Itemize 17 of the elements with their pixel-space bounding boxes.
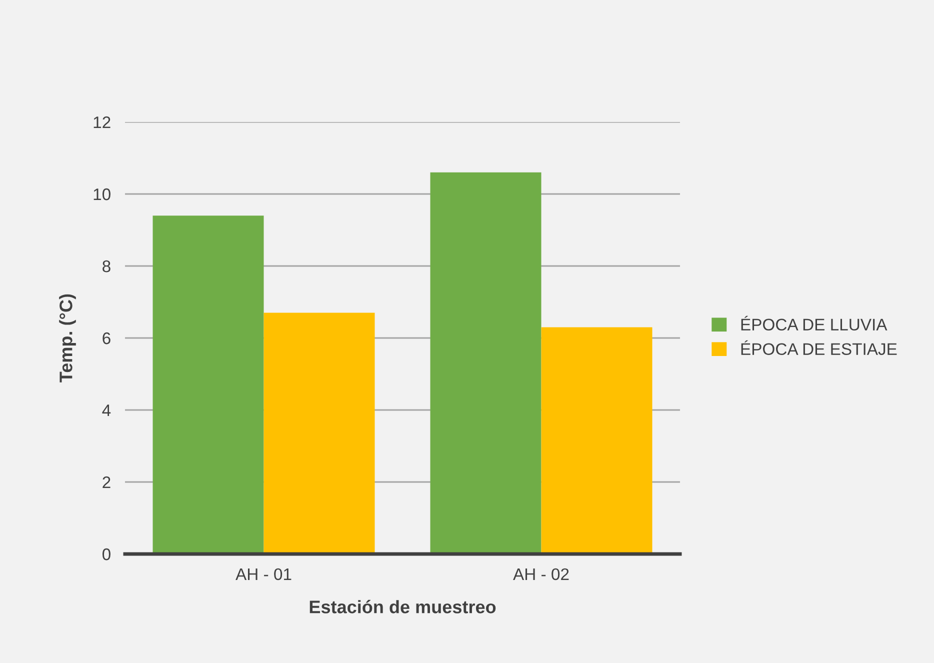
y-tick-label: 4 (102, 404, 111, 416)
y-tick-label: 12 (94, 116, 110, 128)
bar (152, 216, 264, 554)
legend-label: ÉPOCA DE ESTIAJE (741, 340, 897, 355)
y-tick-label: 10 (94, 188, 110, 200)
y-tick-label: 0 (102, 548, 110, 560)
y-tick-label: 6 (102, 332, 110, 344)
bar (541, 327, 652, 554)
x-tick-label: AH - 01 (236, 568, 292, 580)
bar (430, 172, 542, 554)
y-tick-label: 2 (102, 476, 110, 488)
x-axis-title: Estación de muestreo (310, 600, 496, 614)
y-tick-label: 8 (102, 260, 110, 272)
legend-label: ÉPOCA DE LLUVIA (741, 316, 888, 331)
y-axis-title: Temp. (°C) (59, 294, 76, 382)
bar (264, 312, 375, 554)
x-tick-label: AH - 02 (513, 568, 569, 580)
